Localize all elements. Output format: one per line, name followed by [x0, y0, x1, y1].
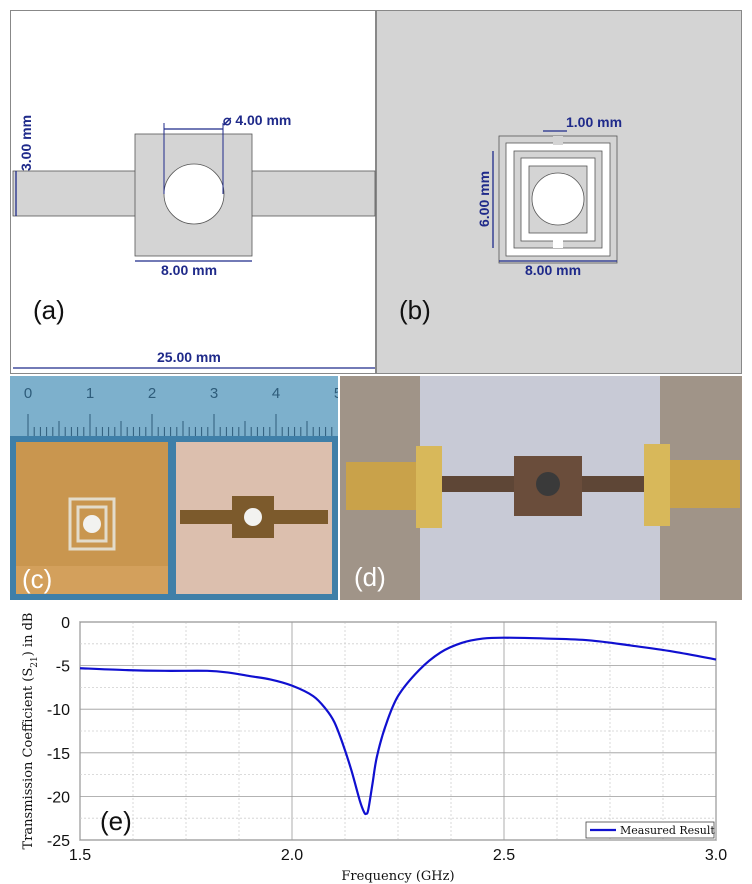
chart-legend: Measured Result	[585, 821, 715, 839]
inner-hole	[531, 172, 585, 226]
y-tick-label: 0	[61, 615, 70, 632]
x-tick-label: 2.5	[493, 847, 515, 864]
panel-d-photo: (d)	[340, 376, 742, 600]
y-tick-label: -25	[47, 833, 70, 850]
board-hole	[83, 515, 101, 533]
y-tick-label: -15	[47, 746, 70, 763]
ring-height-dim-label: 6.00 mm	[476, 171, 492, 227]
x-tick-label: 3.0	[705, 847, 727, 864]
gap-dim-label: 1.00 mm	[566, 114, 622, 130]
legend-box	[585, 821, 715, 839]
panel-b-drawing: 1.00 mm 6.00 mm 8.00 mm	[476, 114, 622, 278]
x-tick-label: 1.5	[69, 847, 91, 864]
ruler-number: 4	[272, 385, 280, 402]
right-connector-flange	[644, 444, 670, 526]
left-sma-connector	[346, 462, 416, 510]
ruler-ticks	[27, 414, 333, 436]
panel-c-photo: 0 1 2 3 4 5 (c)	[10, 376, 338, 600]
y-tick-label: -20	[47, 789, 70, 806]
hole-dim-label: ⌀ 4.00 mm	[223, 112, 291, 128]
y-axis-label: Transmission Coefficient (S21) in dB	[21, 613, 40, 850]
ring-width-dim-label: 8.00 mm	[525, 262, 581, 278]
panel-e-label: (e)	[100, 806, 132, 836]
vertical-gridlines	[79, 622, 717, 840]
outer-ring-split	[553, 136, 563, 145]
x-tick-label: 2.0	[281, 847, 303, 864]
ruler-numbers: 0 1 2 3 4 5	[24, 385, 338, 402]
y-axis-label-sub: 21	[30, 656, 40, 667]
y-axis-label-tail: ) in dB	[21, 613, 36, 657]
y-tick-label: -5	[56, 659, 70, 676]
panel-a-drawing: ⌀ 4.00 mm 8.00 mm 3.00 mm 25.00 mm	[12, 112, 376, 369]
panel-c-drawing: 0 1 2 3 4 5	[10, 376, 338, 594]
y-tick-label: -10	[47, 702, 70, 719]
panel-b: 1.00 mm 6.00 mm 8.00 mm (b)	[376, 10, 742, 374]
inner-ring-split	[553, 237, 563, 248]
right-sma-connector	[670, 460, 740, 508]
ruler-number: 3	[210, 385, 218, 402]
panel-d-drawing	[340, 376, 742, 600]
panel-b-label: (b)	[399, 295, 431, 325]
ruler-number: 1	[86, 385, 94, 402]
panel-c-label: (c)	[22, 564, 53, 594]
measured-result-line	[79, 636, 717, 816]
ruler-number: 5	[334, 385, 338, 402]
ruler	[10, 376, 338, 436]
board-inner-ring	[76, 505, 108, 543]
left-connector-flange	[416, 446, 442, 528]
panel-e-chart: 1.5 2.0 2.5 3.0 0 -5 -10 -15 -20 -25 Frequency (…	[21, 613, 727, 884]
x-axis-label: Frequency (GHz)	[341, 869, 454, 884]
ruler-number: 2	[148, 385, 156, 402]
x-tick-labels: 1.5 2.0 2.5 3.0	[69, 847, 727, 864]
board-outer-ring	[68, 497, 116, 551]
panel-a: ⌀ 4.00 mm 8.00 mm 3.00 mm 25.00 mm (a)	[10, 10, 376, 374]
y-tick-labels: 0 -5 -10 -15 -20 -25	[47, 615, 70, 850]
ruler-number: 0	[24, 385, 32, 402]
line-height-dim-label: 3.00 mm	[18, 115, 34, 171]
overall-width-dim-label: 25.00 mm	[157, 349, 221, 365]
y-axis-label-main: Transmission Coefficient (S	[21, 668, 36, 850]
legend-entry: Measured Result	[620, 824, 715, 837]
board-patch-hole	[244, 508, 262, 526]
center-hole	[163, 163, 225, 225]
fabricated-hole	[536, 472, 560, 496]
horizontal-gridlines	[80, 621, 716, 841]
panel-a-label: (a)	[33, 295, 65, 325]
center-width-dim-label: 8.00 mm	[161, 262, 217, 278]
board-ground-stripes	[16, 566, 168, 594]
panel-d-label: (d)	[354, 562, 386, 592]
